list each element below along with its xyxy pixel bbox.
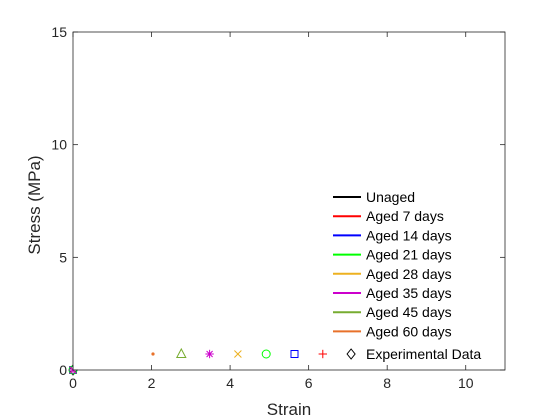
y-tick-label: 15	[51, 24, 67, 40]
x-tick-label: 2	[148, 375, 156, 391]
x-tick-label: 0	[69, 375, 77, 391]
axes-box	[72, 31, 506, 371]
legend-label: Unaged	[366, 189, 415, 205]
axes: 0 2 4 6 8 10 0 5 10 15	[51, 24, 506, 391]
legend-label: Aged 60 days	[366, 323, 452, 339]
legend-label: Aged 21 days	[366, 247, 452, 263]
legend-label: Experimental Data	[366, 346, 481, 362]
y-axis-label: Stress (MPa)	[25, 155, 44, 254]
legend-label: Aged 14 days	[366, 227, 452, 243]
plot-area	[73, 32, 505, 370]
legend-label: Aged 45 days	[366, 304, 452, 320]
legend-marker	[318, 349, 327, 359]
legend-marker	[205, 349, 214, 359]
x-tick-label: 10	[458, 375, 474, 391]
legend: Unaged Aged 7 days Aged 14 days Aged 21 day…	[151, 189, 481, 362]
x-axis-label: Strain	[267, 400, 311, 419]
legend-entry: Aged 35 days	[333, 285, 452, 301]
legend-entry: Aged 60 days	[333, 323, 452, 339]
legend-entry: Aged 14 days	[333, 227, 452, 243]
legend-entry-experimental: Experimental Data	[151, 346, 481, 362]
legend-entry: Aged 21 days	[333, 247, 452, 263]
legend-entry: Aged 45 days	[333, 304, 452, 320]
legend-entry: Unaged	[333, 189, 415, 205]
legend-marker	[290, 350, 299, 358]
y-tick-label: 5	[59, 249, 67, 265]
y-tick-label: 0	[59, 362, 67, 378]
legend-marker	[175, 347, 187, 358]
legend-entry: Aged 7 days	[333, 208, 444, 224]
legend-marker	[151, 352, 155, 356]
x-tick-label: 4	[226, 375, 234, 391]
legend-label: Aged 35 days	[366, 285, 452, 301]
y-tick-label: 10	[51, 137, 67, 153]
legend-label: Aged 28 days	[366, 266, 452, 282]
legend-marker	[346, 348, 356, 360]
x-tick-label: 6	[305, 375, 313, 391]
legend-entry: Aged 28 days	[333, 266, 452, 282]
legend-marker	[261, 349, 271, 359]
x-tick-label: 8	[383, 375, 391, 391]
legend-marker	[234, 350, 242, 358]
legend-label: Aged 7 days	[366, 208, 444, 224]
